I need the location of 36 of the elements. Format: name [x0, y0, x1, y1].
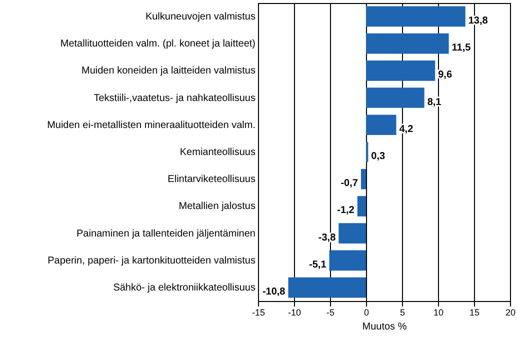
x-tick-label: 15 — [469, 308, 480, 318]
bar — [366, 114, 396, 136]
x-axis-title: Muutos % — [362, 322, 407, 332]
bar — [360, 168, 366, 190]
y-tick-label: Metallien jalostus — [178, 201, 256, 212]
data-label: 11,5 — [452, 42, 472, 54]
y-tick-label: Painaminen ja tallenteiden jäljentäminen — [76, 228, 256, 240]
data-label: -1,2 — [337, 205, 355, 216]
bar — [366, 33, 449, 54]
y-tick-label: Tekstiili-,vaatetus- ja nahkateollisuus — [94, 92, 256, 104]
x-tick-label: 20 — [505, 308, 516, 318]
bar — [357, 196, 366, 216]
data-label: 0,3 — [371, 151, 386, 162]
y-tick-label: Elintarviketeollisuus — [168, 174, 256, 186]
data-label: -5,1 — [309, 259, 327, 270]
data-label: -10,8 — [262, 286, 286, 298]
x-tick-label: -10 — [288, 308, 302, 318]
x-tick-label: 0 — [364, 308, 370, 318]
y-tick-label: Metallituotteiden valm. (pl. koneet ja laitteet) — [60, 38, 256, 50]
data-label: -0,7 — [340, 178, 358, 190]
bar — [366, 60, 436, 81]
y-tick-label: Muiden ei-metallisten mineraalituotteiden valm. — [47, 120, 256, 131]
y-tick-label: Paperin, paperi- ja kartonkituotteiden valmistus — [48, 255, 256, 266]
bar — [366, 6, 466, 27]
x-tick-label: 10 — [433, 308, 444, 318]
y-tick-label: Sähkö- ja elektroniikkateollisuus — [113, 282, 256, 294]
y-tick-label: Kemianteollisuus — [180, 147, 256, 158]
bar — [329, 250, 366, 271]
bar — [366, 88, 424, 108]
bar — [288, 277, 366, 298]
y-tick-label: Muiden koneiden ja laitteiden valmistus — [82, 66, 256, 77]
x-tick-label: -5 — [326, 308, 335, 318]
x-tick-label: 5 — [400, 308, 406, 318]
y-tick-label: Kulkuneuvojen valmistus — [145, 11, 256, 22]
bar — [338, 223, 366, 244]
x-tick-label: -15 — [252, 308, 266, 318]
